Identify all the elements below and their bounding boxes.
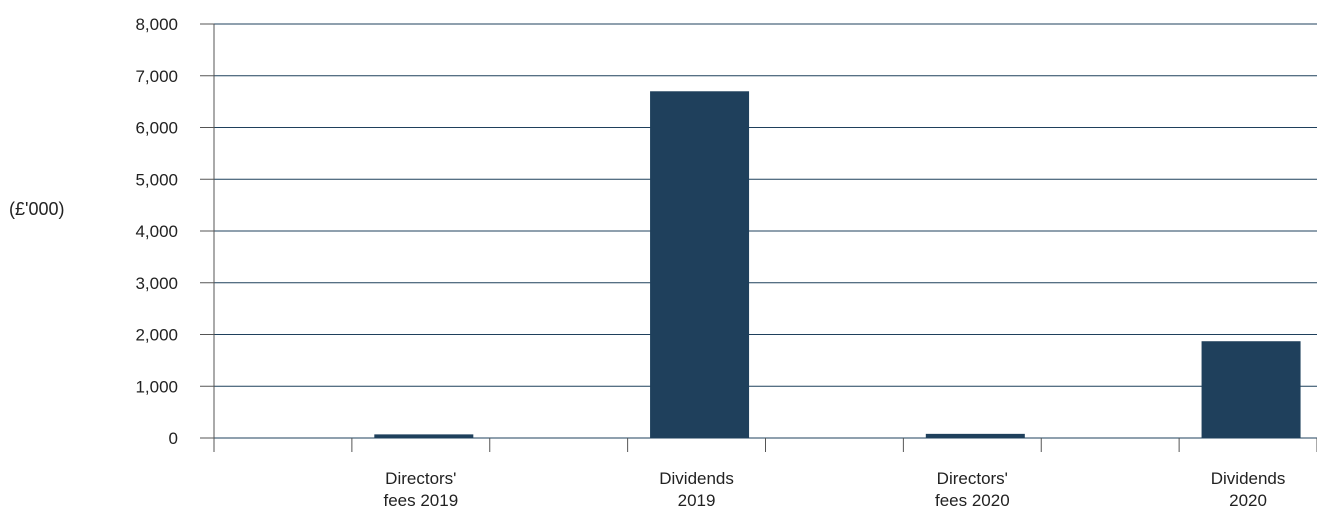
- y-tick-label: 7,000: [135, 67, 178, 86]
- x-category-label: Dividends 2019: [659, 469, 734, 510]
- y-tick-label: 6,000: [135, 119, 178, 138]
- y-tick-label: 5,000: [135, 170, 178, 189]
- bars: [374, 91, 1301, 439]
- y-axis-title: (£'000): [9, 199, 64, 219]
- x-category-label-line: Dividends: [1211, 469, 1286, 488]
- axes: [200, 23, 1317, 452]
- gridlines: [214, 23, 1317, 439]
- y-tick-label: 4,000: [135, 222, 178, 241]
- x-category-label-line: Directors': [937, 469, 1008, 488]
- x-category-label-line: Directors': [385, 469, 456, 488]
- x-category-label-line: 2019: [678, 491, 716, 510]
- y-tick-label: 1,000: [135, 377, 178, 396]
- bar: [925, 433, 1025, 438]
- x-category-label-line: Dividends: [659, 469, 734, 488]
- x-category-label: Directors' fees 2020: [935, 469, 1010, 510]
- bar: [1201, 341, 1301, 438]
- x-category-label-line: 2020: [1229, 491, 1267, 510]
- bar: [650, 91, 750, 439]
- x-category-label: Directors' fees 2019: [383, 469, 458, 510]
- y-tick-label: 2,000: [135, 326, 178, 345]
- labels: 0 1,000 2,000 3,000 4,000 5,000 6,000 7,000 8,00…: [135, 15, 1285, 510]
- y-tick-label: 8,000: [135, 15, 178, 34]
- bar: [374, 434, 474, 438]
- x-category-label: Dividends 2020: [1211, 469, 1286, 510]
- x-category-label-line: fees 2019: [383, 491, 458, 510]
- x-category-label-line: fees 2020: [935, 491, 1010, 510]
- y-tick-label: 0: [169, 429, 178, 448]
- y-tick-label: 3,000: [135, 274, 178, 293]
